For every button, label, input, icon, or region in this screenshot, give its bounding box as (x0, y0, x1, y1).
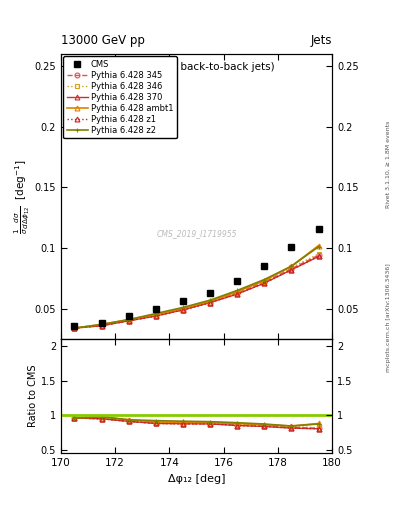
Pythia 6.428 ambt1 (262, 278, 267, 284)
CMS (72, 323, 77, 329)
Pythia 6.428 345 (127, 318, 131, 324)
Pythia 6.428 346 (153, 313, 158, 319)
CMS (127, 313, 131, 319)
Pythia 6.428 ambt1 (72, 325, 77, 331)
Pythia 6.428 346 (289, 264, 294, 270)
CMS (180, 298, 185, 305)
CMS (99, 320, 104, 326)
Pythia 6.428 346 (208, 300, 213, 306)
CMS (289, 244, 294, 250)
Pythia 6.428 370 (180, 307, 185, 313)
Pythia 6.428 z2 (153, 310, 158, 316)
Pythia 6.428 z1 (99, 323, 104, 329)
Pythia 6.428 346 (235, 290, 240, 296)
CMS (262, 263, 267, 269)
Y-axis label: Ratio to CMS: Ratio to CMS (28, 365, 38, 428)
Pythia 6.428 370 (127, 318, 131, 324)
Pythia 6.428 370 (316, 253, 321, 260)
Pythia 6.428 z1 (180, 307, 185, 313)
Pythia 6.428 ambt1 (235, 289, 240, 295)
Pythia 6.428 z2 (180, 305, 185, 311)
Pythia 6.428 370 (153, 313, 158, 319)
Pythia 6.428 346 (262, 279, 267, 285)
Line: Pythia 6.428 370: Pythia 6.428 370 (72, 254, 321, 331)
Pythia 6.428 345 (316, 252, 321, 259)
Pythia 6.428 z2 (316, 244, 321, 250)
Pythia 6.428 z1 (262, 280, 267, 286)
Pythia 6.428 ambt1 (208, 298, 213, 305)
Pythia 6.428 z1 (316, 253, 321, 260)
Pythia 6.428 z2 (289, 263, 294, 269)
Text: Δφ(jj) (CMS back-to-back jets): Δφ(jj) (CMS back-to-back jets) (119, 62, 274, 72)
Pythia 6.428 z2 (262, 276, 267, 283)
Pythia 6.428 z2 (235, 287, 240, 293)
Pythia 6.428 345 (289, 266, 294, 272)
Pythia 6.428 ambt1 (180, 306, 185, 312)
Pythia 6.428 370 (235, 291, 240, 297)
Pythia 6.428 370 (72, 325, 77, 331)
Pythia 6.428 345 (180, 307, 185, 313)
Y-axis label: $\frac{1}{\sigma}\frac{d\sigma}{d\Delta\phi_{12}}$  $[\mathrm{deg}^{-1}]$: $\frac{1}{\sigma}\frac{d\sigma}{d\Delta\… (12, 159, 32, 234)
Pythia 6.428 ambt1 (316, 243, 321, 249)
CMS (316, 225, 321, 231)
Pythia 6.428 346 (72, 325, 77, 331)
Pythia 6.428 z2 (99, 322, 104, 328)
Pythia 6.428 345 (99, 323, 104, 329)
Pythia 6.428 ambt1 (99, 322, 104, 328)
Line: Pythia 6.428 345: Pythia 6.428 345 (72, 253, 321, 331)
Pythia 6.428 ambt1 (289, 263, 294, 269)
Pythia 6.428 ambt1 (127, 316, 131, 323)
Pythia 6.428 z1 (153, 313, 158, 319)
Line: Pythia 6.428 z1: Pythia 6.428 z1 (72, 254, 321, 331)
CMS (153, 306, 158, 312)
Pythia 6.428 ambt1 (153, 312, 158, 318)
Pythia 6.428 346 (180, 307, 185, 313)
Pythia 6.428 345 (153, 313, 158, 319)
CMS (208, 290, 213, 296)
Pythia 6.428 370 (289, 267, 294, 273)
Pythia 6.428 z1 (72, 325, 77, 331)
Pythia 6.428 370 (208, 300, 213, 306)
Legend: CMS, Pythia 6.428 345, Pythia 6.428 346, Pythia 6.428 370, Pythia 6.428 ambt1, P: CMS, Pythia 6.428 345, Pythia 6.428 346,… (63, 56, 177, 138)
Pythia 6.428 345 (262, 279, 267, 285)
Pythia 6.428 z1 (235, 291, 240, 297)
Line: Pythia 6.428 z2: Pythia 6.428 z2 (72, 244, 321, 331)
X-axis label: Δφ₁₂ [deg]: Δφ₁₂ [deg] (168, 474, 225, 483)
Pythia 6.428 346 (316, 251, 321, 257)
Text: CMS_2019_I1719955: CMS_2019_I1719955 (156, 229, 237, 238)
Text: 13000 GeV pp: 13000 GeV pp (61, 34, 145, 47)
Pythia 6.428 z1 (208, 300, 213, 306)
Pythia 6.428 345 (72, 325, 77, 331)
Pythia 6.428 345 (235, 290, 240, 296)
Pythia 6.428 346 (127, 318, 131, 324)
Text: Rivet 3.1.10, ≥ 1.8M events: Rivet 3.1.10, ≥ 1.8M events (386, 120, 391, 207)
Pythia 6.428 370 (262, 280, 267, 286)
Text: mcplots.cern.ch [arXiv:1306.3436]: mcplots.cern.ch [arXiv:1306.3436] (386, 263, 391, 372)
Pythia 6.428 z2 (72, 325, 77, 331)
Text: Jets: Jets (310, 34, 332, 47)
Pythia 6.428 346 (99, 323, 104, 329)
Pythia 6.428 z1 (289, 267, 294, 273)
Pythia 6.428 z2 (208, 297, 213, 303)
Line: Pythia 6.428 346: Pythia 6.428 346 (72, 251, 321, 331)
Line: Pythia 6.428 ambt1: Pythia 6.428 ambt1 (72, 243, 321, 331)
Pythia 6.428 345 (208, 300, 213, 306)
Line: CMS: CMS (72, 225, 321, 329)
CMS (235, 278, 240, 284)
Pythia 6.428 370 (99, 323, 104, 329)
Pythia 6.428 z1 (127, 318, 131, 324)
Pythia 6.428 z2 (127, 316, 131, 323)
